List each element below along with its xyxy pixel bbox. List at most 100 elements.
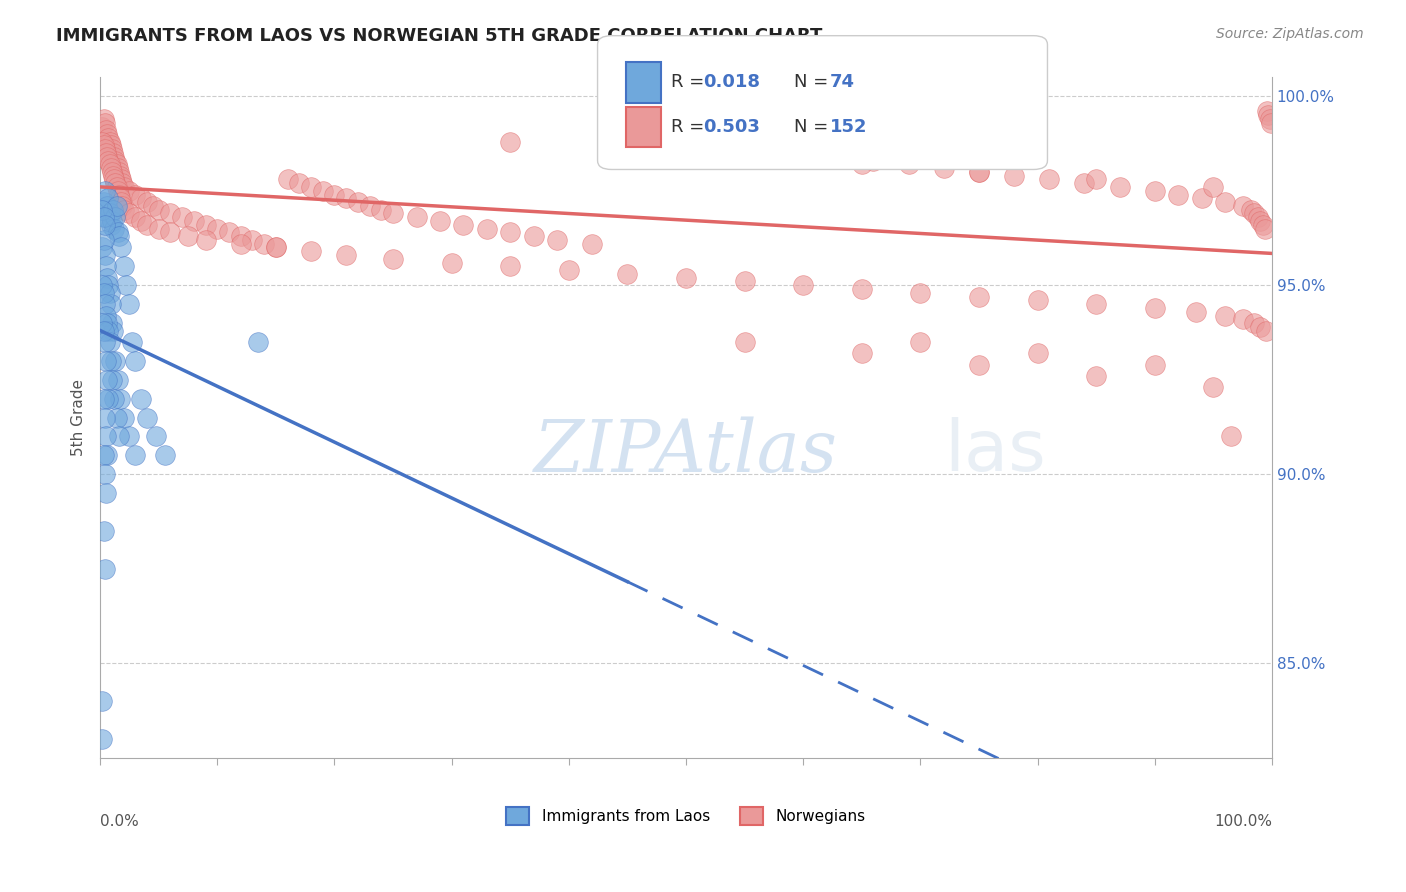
Point (499, 226, 522, 240)
Point (1219, 429, 1241, 443)
Point (1258, 112, 1281, 126)
Point (118, 297, 141, 311)
Point (112, 180, 135, 194)
Point (98, 285, 121, 300)
Point (104, 354, 127, 368)
Point (98, 135, 121, 149)
Text: IMMIGRANTS FROM LAOS VS NORWEGIAN 5TH GRADE CORRELATION CHART: IMMIGRANTS FROM LAOS VS NORWEGIAN 5TH GR… (56, 27, 823, 45)
Point (1249, 319, 1271, 334)
Point (96, 199, 118, 213)
Point (94, 248, 117, 262)
Point (96, 270, 118, 285)
Point (145, 429, 167, 443)
Point (558, 263, 581, 277)
Point (1213, 309, 1236, 323)
Point (523, 229, 546, 244)
Point (124, 211, 146, 225)
Text: R =: R = (671, 118, 710, 136)
Point (110, 195, 132, 210)
Point (546, 233, 568, 247)
Point (91, 694, 114, 708)
Point (93, 285, 115, 300)
Point (97, 153, 120, 168)
Point (97, 278, 120, 293)
Point (1249, 214, 1271, 228)
Point (101, 202, 124, 217)
Point (827, 150, 849, 164)
Point (347, 195, 370, 210)
Point (499, 135, 522, 149)
Point (108, 169, 131, 183)
Point (104, 176, 127, 190)
Point (94, 486, 117, 500)
Point (93, 211, 115, 225)
Point (98, 334, 121, 349)
Text: N =: N = (794, 73, 834, 91)
Point (90, 127, 112, 141)
Point (94, 260, 117, 274)
Text: las: las (943, 417, 1046, 486)
Point (100, 218, 122, 232)
Point (94, 297, 117, 311)
Point (1085, 297, 1108, 311)
Text: R =: R = (671, 73, 710, 91)
Point (101, 214, 124, 228)
Legend: Immigrants from Laos, Norwegians: Immigrants from Laos, Norwegians (501, 801, 872, 831)
Text: ZIPAtlas: ZIPAtlas (534, 417, 838, 487)
Point (94, 562, 117, 576)
Point (103, 150, 125, 164)
Point (115, 278, 138, 293)
Text: Source: ZipAtlas.com: Source: ZipAtlas.com (1216, 27, 1364, 41)
Point (1184, 304, 1206, 318)
Point (475, 221, 498, 235)
Point (97, 191, 120, 205)
Point (108, 229, 131, 244)
Point (93, 195, 115, 210)
Point (429, 214, 451, 228)
Point (194, 218, 217, 232)
Point (100, 138, 122, 153)
Point (153, 448, 176, 462)
Point (1038, 172, 1060, 186)
Point (264, 240, 287, 254)
Point (229, 236, 252, 251)
Point (734, 275, 756, 289)
Point (616, 267, 638, 281)
Point (897, 157, 920, 171)
Point (105, 180, 128, 194)
Point (91, 202, 114, 217)
Point (499, 260, 522, 274)
Point (124, 187, 146, 202)
Text: 0.503: 0.503 (703, 118, 759, 136)
Point (118, 184, 141, 198)
Point (1202, 180, 1225, 194)
Point (382, 206, 405, 220)
Point (453, 218, 475, 232)
Text: 0.018: 0.018 (703, 73, 761, 91)
Point (97, 324, 120, 338)
Point (91, 278, 114, 293)
Point (93, 138, 115, 153)
Point (100, 161, 122, 175)
Point (1243, 206, 1265, 220)
Point (94, 116, 117, 130)
Point (94, 146, 117, 161)
Point (121, 334, 143, 349)
Point (136, 410, 159, 425)
Point (1254, 221, 1277, 235)
Point (91, 120, 114, 134)
Point (96, 316, 118, 330)
Point (323, 187, 346, 202)
Point (1026, 293, 1049, 308)
Point (1247, 211, 1270, 225)
Text: 74: 74 (830, 73, 855, 91)
Point (1108, 180, 1130, 194)
Point (94, 142, 117, 156)
Point (108, 392, 131, 406)
Point (104, 153, 127, 168)
Point (967, 358, 990, 372)
Point (101, 316, 124, 330)
Point (910, 285, 932, 300)
Point (159, 226, 181, 240)
Point (91, 240, 114, 254)
